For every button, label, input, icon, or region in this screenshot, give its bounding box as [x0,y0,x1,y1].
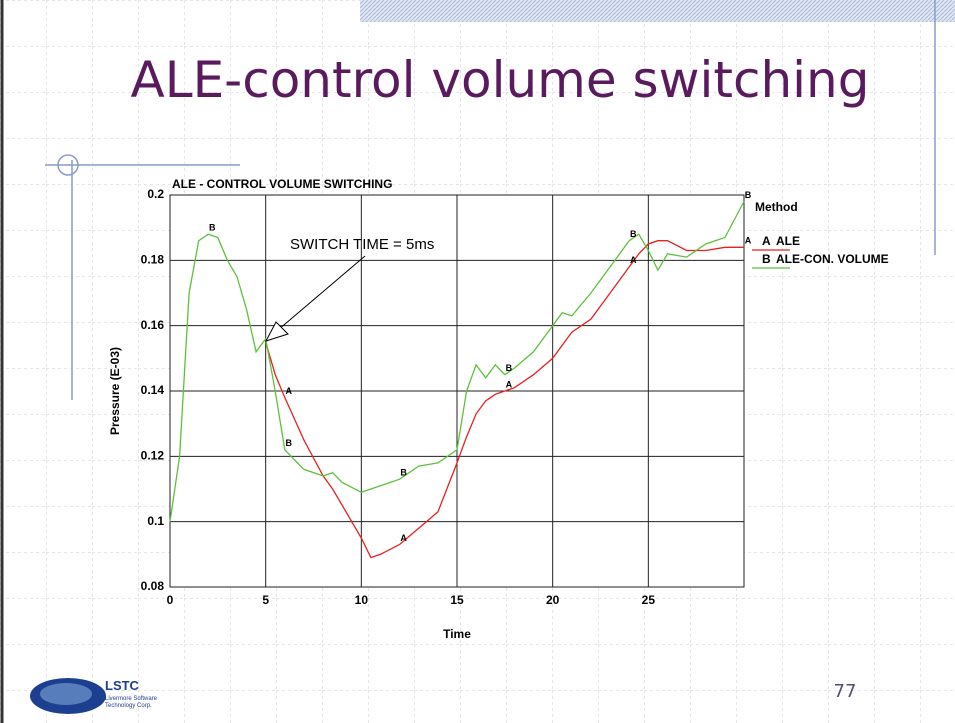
x-axis-label: Time [443,627,471,641]
series-symbol: A [400,533,407,543]
chart-title: ALE - CONTROL VOLUME SWITCHING [172,177,392,191]
logo-text: LSTC [105,678,140,693]
legend-symbol: B [762,252,771,266]
chart: 0.08 0.1 0.12 0.14 0.16 0.18 0.2 0 5 10 15 20 25 ALE … [108,177,889,641]
series-line [265,240,744,559]
legend-symbol: A [762,234,771,248]
plot-frame [169,194,745,588]
y-tick-label: 0.2 [147,187,164,201]
slide-title: ALE-control volume switching [131,51,870,109]
y-tick-label: 0.12 [141,449,165,463]
y-tick-label: 0.16 [141,318,165,332]
x-tick-label: 10 [355,593,369,607]
x-tick-label: 25 [642,593,656,607]
y-tick-label: 0.08 [141,579,165,593]
series-line [169,201,745,522]
logo: LSTC Livermore Software Technology Corp. [30,678,158,714]
series-symbol: B [209,223,216,233]
series-symbol: A [506,379,513,389]
header-band [360,0,955,22]
series-symbol: B [630,229,637,239]
legend-label: ALE-CON. VOLUME [776,252,889,266]
logo-subtitle: Technology Corp. [105,703,152,709]
logo-subtitle: Livermore Software [105,696,158,702]
legend-label: ALE [776,234,800,248]
annotation-arrowhead [264,321,289,342]
x-tick-label: 20 [546,593,560,607]
y-tick-label: 0.18 [141,253,165,267]
series-symbol: A [286,386,293,396]
series-symbol: B [506,363,513,373]
page-number: 77 [834,681,857,702]
annotation-arrow [277,255,366,331]
legend-title: Method [755,200,798,214]
series-symbol: A [630,255,637,265]
y-axis-label: Pressure (E-03) [108,347,122,435]
y-tick-label: 0.14 [141,383,165,397]
series-symbol: B [745,190,752,200]
series-symbol: B [400,468,407,478]
decor-circle [57,154,79,176]
x-tick-label: 5 [262,593,269,607]
logo-globe-land [40,683,92,705]
series-symbol: B [286,438,293,448]
x-tick-label: 0 [167,593,174,607]
y-tick-label: 0.1 [147,514,164,528]
x-tick-label: 15 [450,593,464,607]
annotation: SWITCH TIME = 5ms [290,236,434,253]
series-symbol: A [745,236,752,246]
